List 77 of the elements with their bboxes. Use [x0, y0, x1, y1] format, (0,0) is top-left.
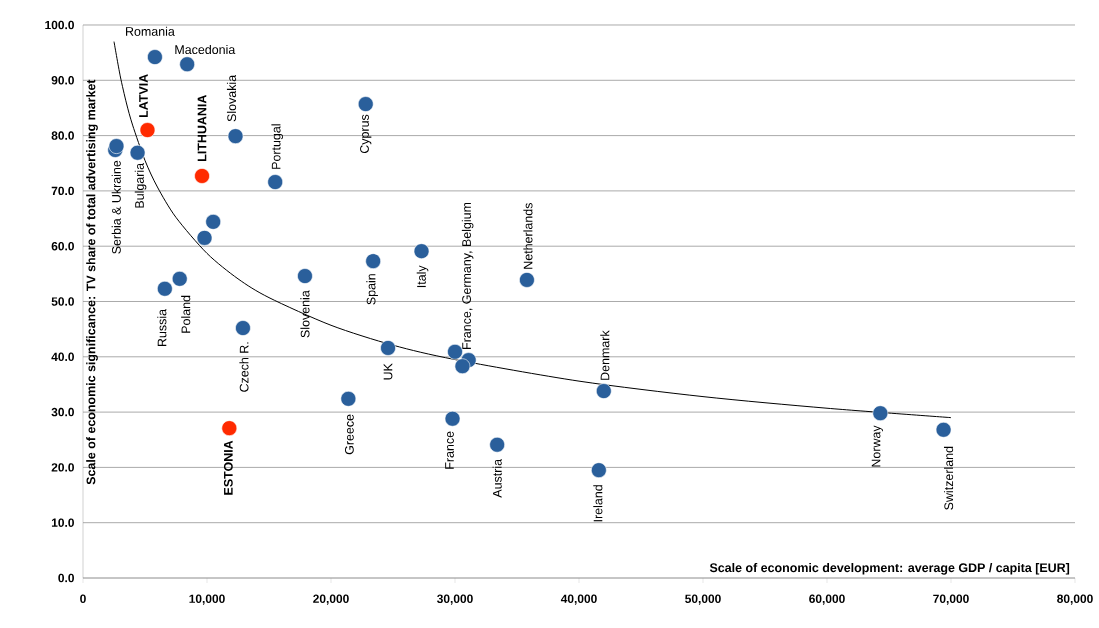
- annotation: Greece: [344, 414, 354, 455]
- point: [129, 144, 146, 161]
- x-tick-label: 60,000: [809, 594, 845, 605]
- point: [171, 271, 188, 287]
- point: [413, 243, 430, 259]
- annotation: Czech R.: [239, 342, 249, 392]
- y-tick-label: 0.0: [58, 573, 74, 583]
- annotation: LITHUANIA: [197, 94, 207, 161]
- point: [380, 340, 396, 356]
- point: [139, 122, 156, 138]
- annotation: Cyprus: [360, 114, 372, 154]
- annotation: Austria: [492, 458, 502, 498]
- annotation: UK: [383, 363, 393, 380]
- point: [365, 253, 381, 269]
- point: [235, 320, 251, 336]
- y-axis-title: Scale of economic significance: TV share of total advertising market: [86, 79, 98, 485]
- point: [267, 174, 283, 190]
- annotation: France, Germany, Belgium: [461, 202, 474, 349]
- point: [591, 462, 607, 478]
- point: [297, 268, 313, 284]
- x-tick-label: 10,000: [189, 594, 225, 605]
- annotation: Italy: [416, 265, 429, 288]
- y-tick-label: 60.0: [51, 241, 74, 251]
- annotation: Netherlands: [523, 203, 533, 269]
- point: [157, 280, 173, 297]
- annotation: ESTONIA: [223, 440, 233, 495]
- y-tick-label: 50.0: [51, 297, 74, 306]
- y-tick-label: 80.0: [51, 131, 74, 140]
- annotation: Norway: [871, 425, 883, 467]
- x-tick-label: 0: [80, 594, 86, 603]
- annotation: LATVIA: [139, 74, 148, 118]
- x-tick-label: 20,000: [313, 594, 349, 605]
- point: [489, 436, 505, 453]
- point: [447, 344, 463, 360]
- point: [108, 138, 125, 154]
- annotation: Romania: [126, 26, 175, 36]
- y-tick-label: 30.0: [51, 407, 74, 417]
- point: [147, 49, 163, 65]
- point: [227, 128, 244, 144]
- point: [196, 230, 213, 246]
- annotation: Poland: [181, 295, 191, 333]
- annotation: Serbia & Ukraine: [111, 160, 121, 254]
- y-tick-label: 100.0: [45, 20, 74, 30]
- annotation: Russia: [157, 308, 167, 347]
- point: [205, 214, 221, 230]
- x-tick-label: 30,000: [437, 594, 473, 605]
- point: [340, 391, 357, 407]
- annotation: Portugal: [271, 124, 283, 169]
- annotation: Slovakia: [226, 74, 237, 122]
- point: [454, 358, 471, 374]
- annotation: Ireland: [593, 485, 603, 522]
- x-axis-title: Scale of economic development: average GDP / capita [EUR]: [709, 562, 1070, 575]
- point: [179, 56, 195, 73]
- x-tick-label: 70,000: [933, 594, 969, 605]
- annotation: Macedonia: [175, 44, 236, 55]
- annotation: Spain: [366, 274, 378, 305]
- annotation: Denmark: [600, 330, 610, 380]
- point: [596, 383, 612, 399]
- point: [935, 421, 952, 438]
- annotation: Slovenia: [300, 290, 310, 338]
- y-tick-label: 70.0: [51, 186, 74, 196]
- y-tick-label: 40.0: [51, 352, 74, 362]
- point: [519, 272, 535, 288]
- point: [221, 420, 238, 436]
- point: [357, 96, 374, 112]
- point: [872, 405, 889, 421]
- x-tick-label: 40,000: [560, 594, 597, 605]
- y-tick-label: 20.0: [51, 463, 74, 472]
- y-tick-label: 90.0: [51, 76, 74, 85]
- point: [444, 410, 461, 427]
- annotation: Switzerland: [943, 446, 954, 510]
- annotation: France: [445, 431, 454, 469]
- point: [194, 168, 210, 184]
- x-tick-label: 50,000: [685, 594, 721, 605]
- x-tick-label: 80,000: [1057, 594, 1093, 605]
- y-tick-label: 10.0: [51, 518, 74, 527]
- annotation: Bulgaria: [134, 162, 147, 208]
